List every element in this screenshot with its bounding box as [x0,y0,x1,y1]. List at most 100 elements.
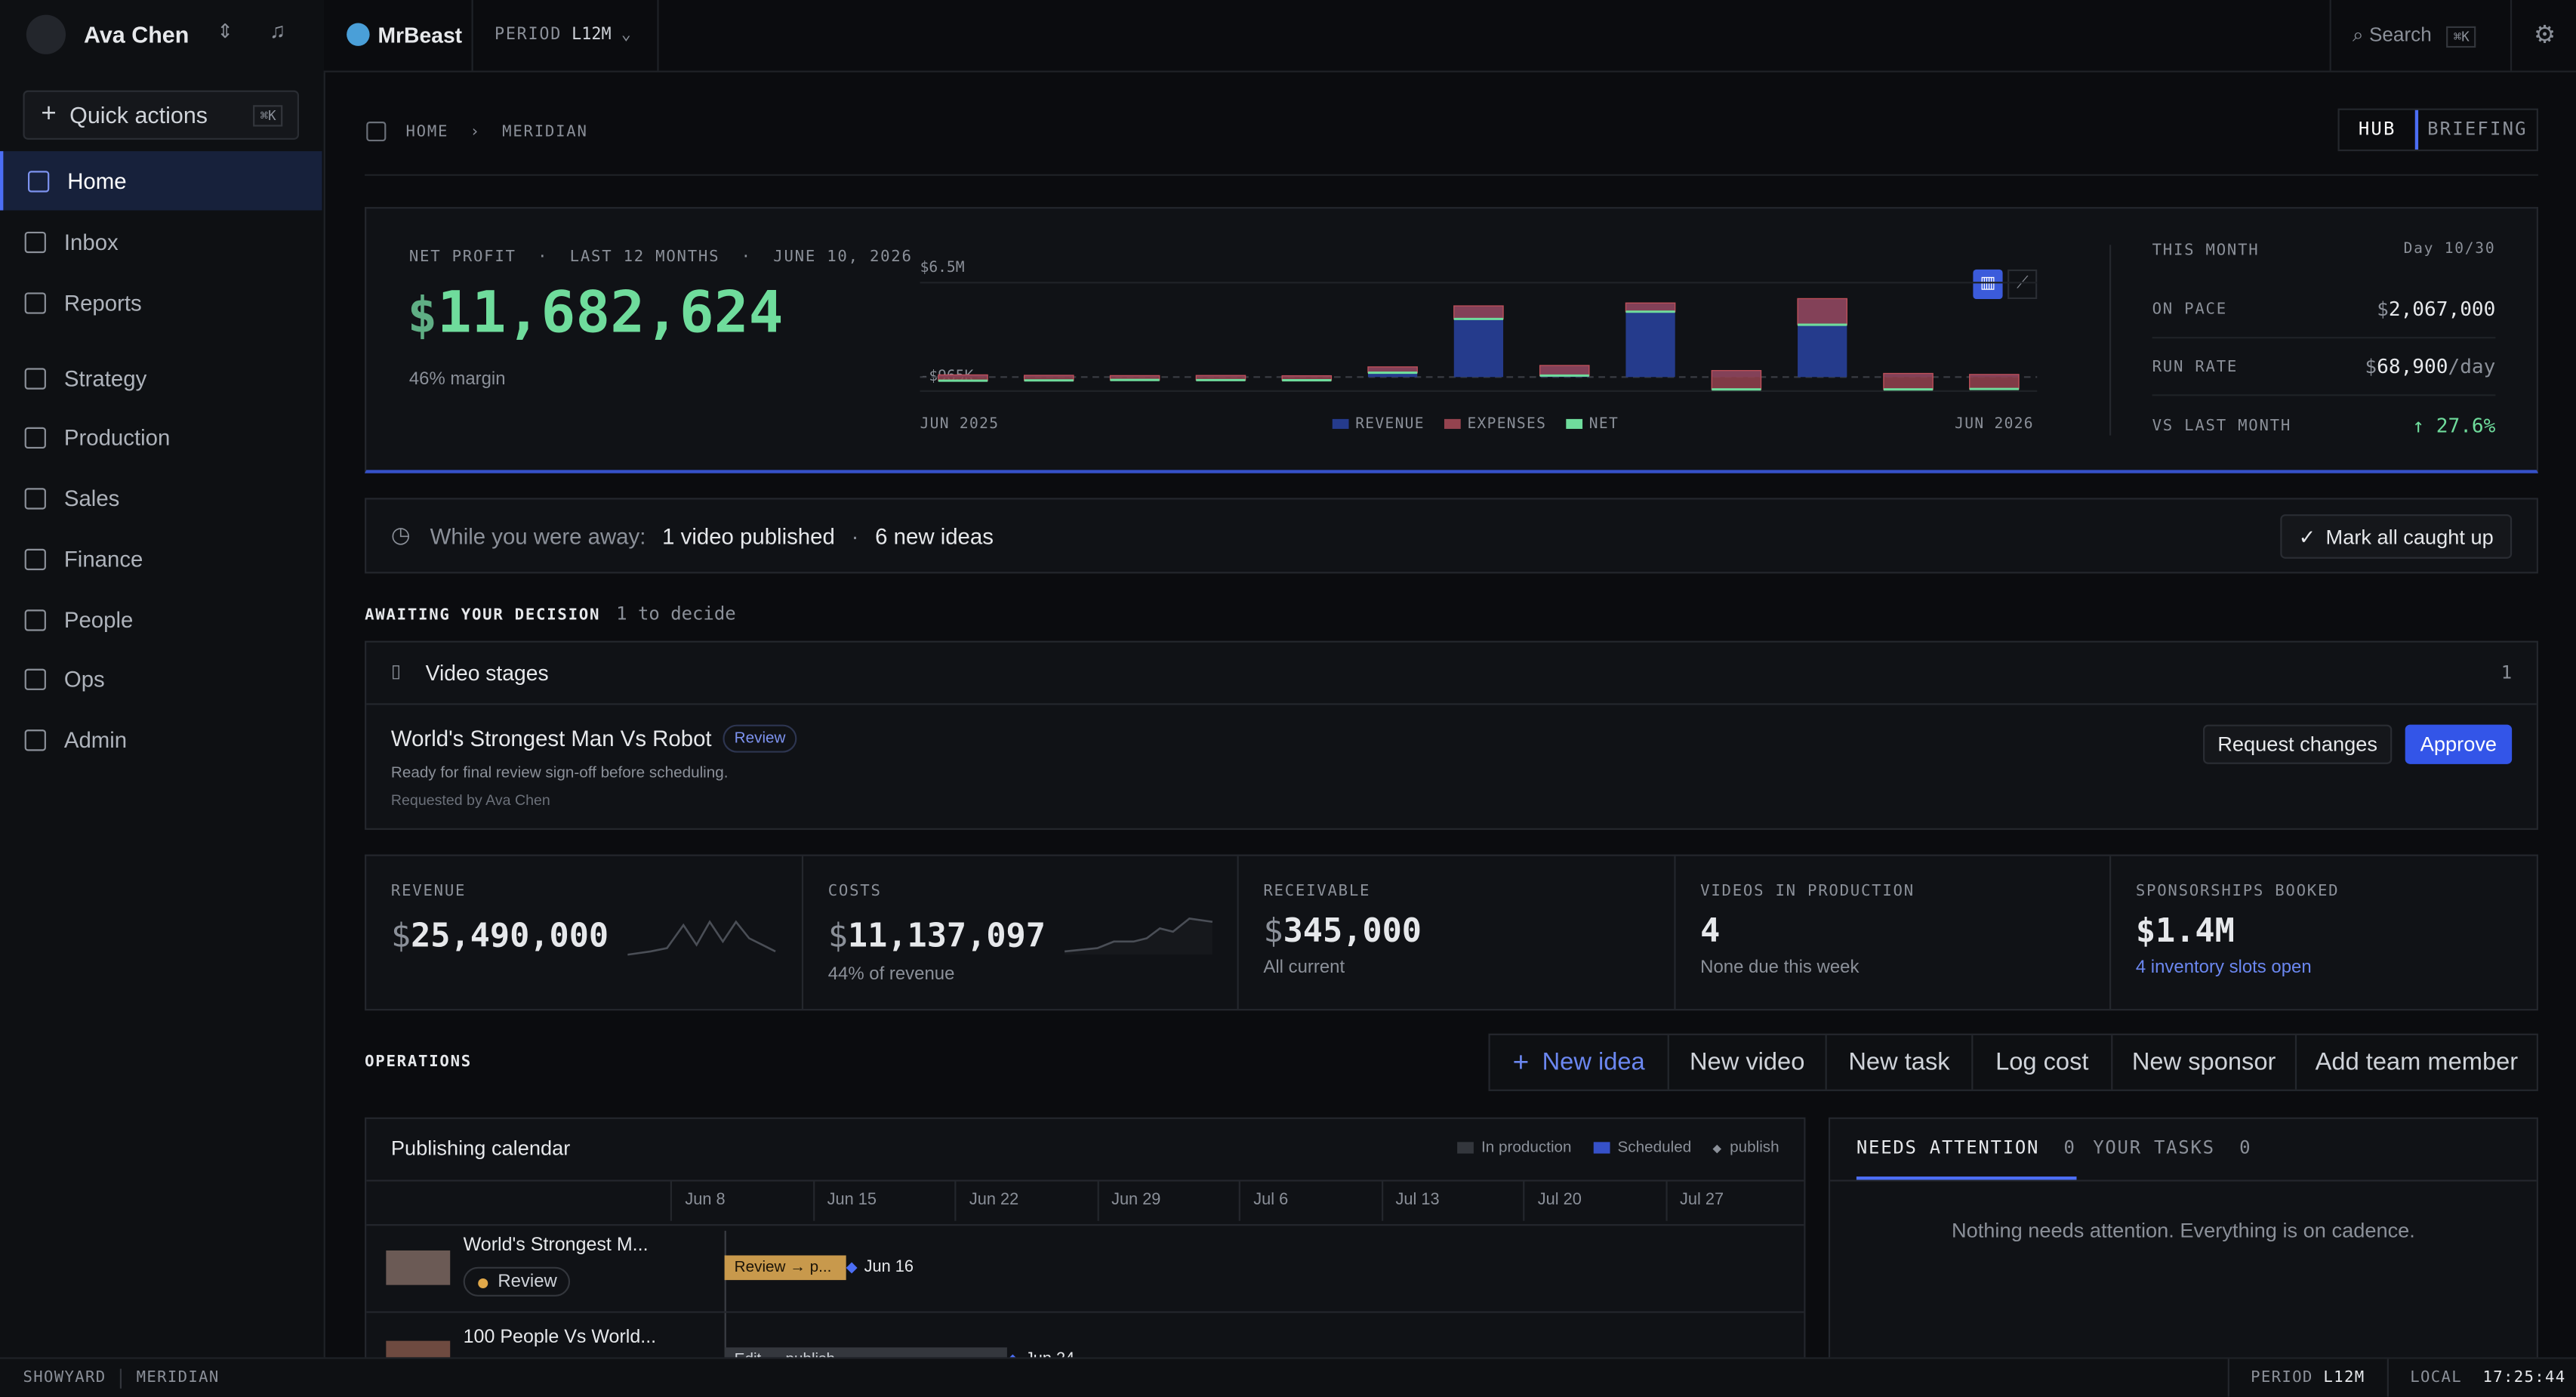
nav-item[interactable]: Inbox [0,212,322,271]
request-changes-button[interactable]: Request changes [2203,724,2393,764]
mark-caught-up-button[interactable]: ✓ Mark all caught up [2280,514,2513,559]
ops-button[interactable]: Log cost [1971,1035,2111,1090]
tab[interactable]: NEEDS ATTENTION 0 [1856,1136,2076,1180]
footer-item: MERIDIAN [136,1368,220,1387]
decision-head: ▯ Video stages 1 [366,643,2537,705]
item-desc: Ready for final review sign-off before s… [390,763,729,782]
bell-icon[interactable]: ♫ [269,17,286,43]
search[interactable]: ⌕ Search ⌘K [2329,0,2513,71]
card-title: Video stages [425,660,549,686]
user-switch-icon[interactable]: ⇕ [217,20,234,43]
crumb[interactable]: HOME [405,123,449,142]
row-title[interactable]: World's Strongest M... [463,1235,649,1256]
nav-item[interactable]: Production [0,408,322,467]
row-title[interactable]: 100 People Vs World... [463,1328,657,1348]
chevron: ⌄ [621,26,631,45]
ops-button[interactable]: New video [1667,1035,1826,1090]
channel-switch[interactable]: MrBeast [324,0,473,71]
tab[interactable]: YOUR TASKS 0 [2093,1137,2251,1158]
day: Day 10/30 [2403,241,2496,258]
topbar: MrBeast PERIOD L12M ⌄ ⌕ Search ⌘K ⚙ [323,0,2576,72]
eyebrow: JUNE 10, 2026 [773,248,913,267]
ops-button[interactable]: New sponsor [2111,1035,2295,1090]
kpi-label: RECEIVABLE [1263,882,1371,901]
nav-item[interactable]: Sales [0,468,322,527]
empty-state: Nothing needs attention. Everything is o… [1951,1219,2415,1243]
this-month: THIS MONTH Day 10/30 ON PACE $2,067,000 RU… [2152,242,2496,455]
kpi-value: $1.4M [2135,910,2235,950]
period-switch[interactable]: PERIOD L12M ⌄ [472,0,659,71]
expense-bar [1539,365,1590,377]
kpi-note: 44% of revenue [827,964,955,985]
toggle-briefing[interactable]: BRIEFING [2427,118,2528,140]
nav-icon [24,230,46,253]
schedule-bar[interactable]: Review → p... [724,1255,846,1281]
nav-item[interactable]: Home [0,151,322,211]
this-month-head: THIS MONTH Day 10/30 [2152,242,2496,281]
footer-item: SHOWYARD [23,1368,106,1387]
kpi-note: None due this week [1700,958,1860,978]
value: 68,900 [2377,355,2448,378]
metric-row: RUN RATE $68,900/day [2152,338,2496,396]
kpi: SPONSORSHIPS BOOKED $1.4M 4 inventory sl… [2111,856,2537,1009]
nav-item[interactable]: Strategy [0,348,322,407]
sidebar: Ava Chen ⇕ ♫ + Quick actions ⌘K Home Inbo… [0,0,325,1358]
expense-bar [1883,372,1934,390]
button-label: New idea [1542,1048,1645,1077]
today-line [724,1230,726,1379]
kpi: COSTS $11,137,097 44% of revenue [803,856,1239,1010]
sparkline-area [1065,918,1213,955]
settings-icon[interactable]: ⚙ [2510,0,2576,71]
avatar [26,14,66,54]
row-status: Review [463,1266,571,1297]
nav-icon [24,668,46,689]
kpi-label: SPONSORSHIPS BOOKED [2135,882,2340,901]
expense-bar [1453,305,1504,320]
separator [2386,1358,2389,1397]
calendar-card: Publishing calendar In production Schedu… [365,1117,1806,1380]
separator [2227,1358,2229,1397]
nav-item[interactable]: Ops [0,649,322,708]
kpi-row: REVENUE $25,490,000 COSTS $11,137,097 44… [365,854,2538,1011]
footer-time: LOCAL 17:25:44 [2410,1359,2565,1397]
nav-item[interactable]: People [0,590,322,649]
metric-value: $68,900/day [2365,355,2495,378]
week-label: Jul 20 [1523,1181,1665,1221]
separator [119,1368,122,1389]
footer: SHOWYARD MERIDIAN PERIOD L12M LOCAL 17:2… [0,1357,2576,1397]
currency: $ [2365,355,2377,378]
period-value: L12M [572,26,612,45]
kpi-link[interactable]: 4 inventory slots open [2135,958,2312,978]
ops-button[interactable]: Add team member [2294,1035,2537,1090]
ops-button[interactable]: + New idea [1490,1035,1668,1090]
kpi-label: VIDEOS IN PRODUCTION [1700,882,1915,901]
sparkline [627,920,776,956]
nav-label: Finance [63,546,143,572]
toggle-hub[interactable]: HUB [2340,109,2419,150]
kpi-note: All current [1263,958,1345,978]
status-badge: Review [723,724,797,753]
nav-icon [24,547,46,569]
publish-diamond: ◆ [846,1258,858,1275]
nav-item[interactable]: Finance [0,529,322,588]
tab-count: 0 [2063,1136,2076,1159]
week-header [366,1180,1804,1226]
nav-item[interactable]: Admin [0,710,322,769]
approve-button[interactable]: Approve [2405,724,2513,764]
quick-actions-button[interactable]: + Quick actions ⌘K [23,90,300,140]
sidebar-toggle[interactable] [366,122,387,142]
nav-item[interactable]: Reports [0,273,322,332]
search-label: Search [2368,23,2432,46]
crumb: MERIDIAN [502,123,588,142]
week-label: Jul 27 [1665,1181,1804,1221]
ops-button[interactable]: New task [1825,1035,1972,1090]
dot: · [851,523,859,548]
metric-label: RUN RATE [2152,357,2239,376]
item-title[interactable]: World's Strongest Man Vs Robot [390,726,712,751]
nav-label: Strategy [63,365,147,390]
user-name[interactable]: Ava Chen [83,21,190,48]
this-month-title: THIS MONTH [2152,241,2260,260]
period-label: PERIOD [494,26,562,45]
nav-icon [24,729,46,751]
